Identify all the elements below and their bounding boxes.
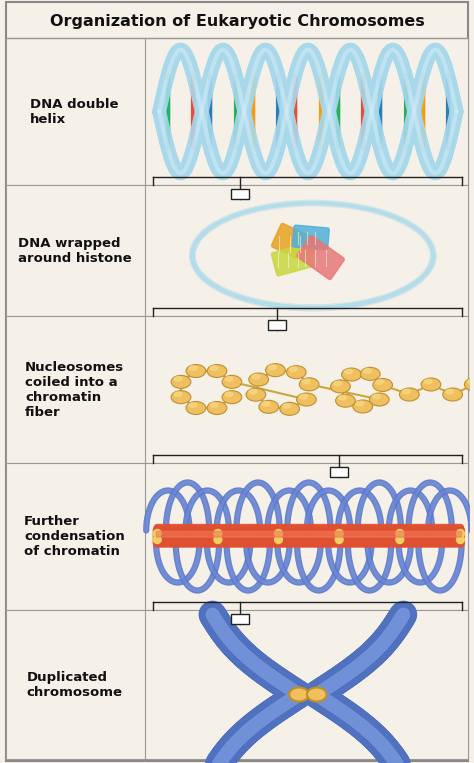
Bar [6,463,468,610]
Bar [6,185,468,316]
Ellipse shape [207,401,227,414]
Ellipse shape [283,404,291,408]
Ellipse shape [174,377,182,382]
Ellipse shape [186,365,206,378]
FancyBboxPatch shape [272,224,319,263]
Ellipse shape [400,388,419,401]
Ellipse shape [289,687,309,701]
Text: Further
condensation
of chromatin: Further condensation of chromatin [24,515,125,558]
Ellipse shape [338,395,346,400]
Ellipse shape [373,378,392,391]
Circle shape [335,536,343,543]
Ellipse shape [345,369,353,374]
Ellipse shape [286,365,306,378]
Circle shape [396,536,404,543]
Ellipse shape [446,389,454,394]
Ellipse shape [210,365,218,370]
Ellipse shape [249,373,268,386]
Ellipse shape [424,379,432,384]
Circle shape [153,536,161,543]
Circle shape [153,530,161,537]
Ellipse shape [364,369,371,373]
Bar [6,610,468,759]
Ellipse shape [300,394,307,399]
Ellipse shape [225,392,233,397]
Ellipse shape [174,392,182,397]
Bar [330,467,347,477]
Ellipse shape [373,394,380,399]
Ellipse shape [307,687,327,701]
FancyBboxPatch shape [155,530,464,547]
FancyBboxPatch shape [155,526,464,543]
Ellipse shape [222,375,242,388]
Ellipse shape [302,379,310,384]
Ellipse shape [356,401,364,406]
Circle shape [214,536,222,543]
Circle shape [396,530,404,537]
Ellipse shape [222,391,242,404]
Ellipse shape [465,378,474,391]
Ellipse shape [353,400,373,413]
Ellipse shape [171,391,191,404]
Text: Nucleosomes
coiled into a
chromatin
fiber: Nucleosomes coiled into a chromatin fibe… [25,360,124,418]
FancyBboxPatch shape [155,527,464,546]
Bar [6,316,468,463]
Circle shape [214,530,222,537]
Ellipse shape [249,389,257,394]
Ellipse shape [189,403,197,407]
Bar [231,614,249,624]
Bar [6,38,468,185]
Ellipse shape [360,367,380,381]
Ellipse shape [210,403,218,407]
Circle shape [335,530,343,537]
Ellipse shape [189,365,197,370]
Ellipse shape [259,401,279,414]
Ellipse shape [376,380,383,385]
FancyBboxPatch shape [156,532,462,537]
Ellipse shape [443,388,463,401]
Ellipse shape [252,374,260,378]
Ellipse shape [297,393,316,406]
Ellipse shape [290,367,297,372]
Circle shape [274,530,283,537]
Text: Duplicated
chromosome: Duplicated chromosome [27,671,123,698]
FancyBboxPatch shape [155,529,464,546]
Ellipse shape [342,368,361,381]
Ellipse shape [421,378,441,391]
FancyBboxPatch shape [272,243,315,276]
Ellipse shape [171,375,191,388]
Ellipse shape [369,393,389,406]
Ellipse shape [334,382,341,386]
Ellipse shape [330,380,350,393]
Ellipse shape [467,379,474,384]
Ellipse shape [207,365,227,378]
Text: Organization of Eukaryotic Chromosomes: Organization of Eukaryotic Chromosomes [50,14,424,28]
Circle shape [274,536,283,543]
FancyBboxPatch shape [297,236,344,279]
FancyBboxPatch shape [155,524,464,541]
Ellipse shape [186,401,206,414]
Ellipse shape [225,377,233,382]
FancyBboxPatch shape [153,526,465,546]
Ellipse shape [402,389,410,394]
Circle shape [456,530,465,537]
Ellipse shape [262,401,270,406]
Ellipse shape [265,364,285,377]
Ellipse shape [268,365,276,369]
Bar [231,189,249,199]
Ellipse shape [336,394,356,407]
FancyBboxPatch shape [292,225,329,250]
Text: DNA wrapped
around histone: DNA wrapped around histone [18,237,131,265]
Bar [268,320,286,330]
Ellipse shape [299,378,319,391]
Text: DNA double
helix: DNA double helix [30,98,119,125]
Ellipse shape [246,388,266,401]
Ellipse shape [280,402,300,415]
Circle shape [456,536,465,543]
